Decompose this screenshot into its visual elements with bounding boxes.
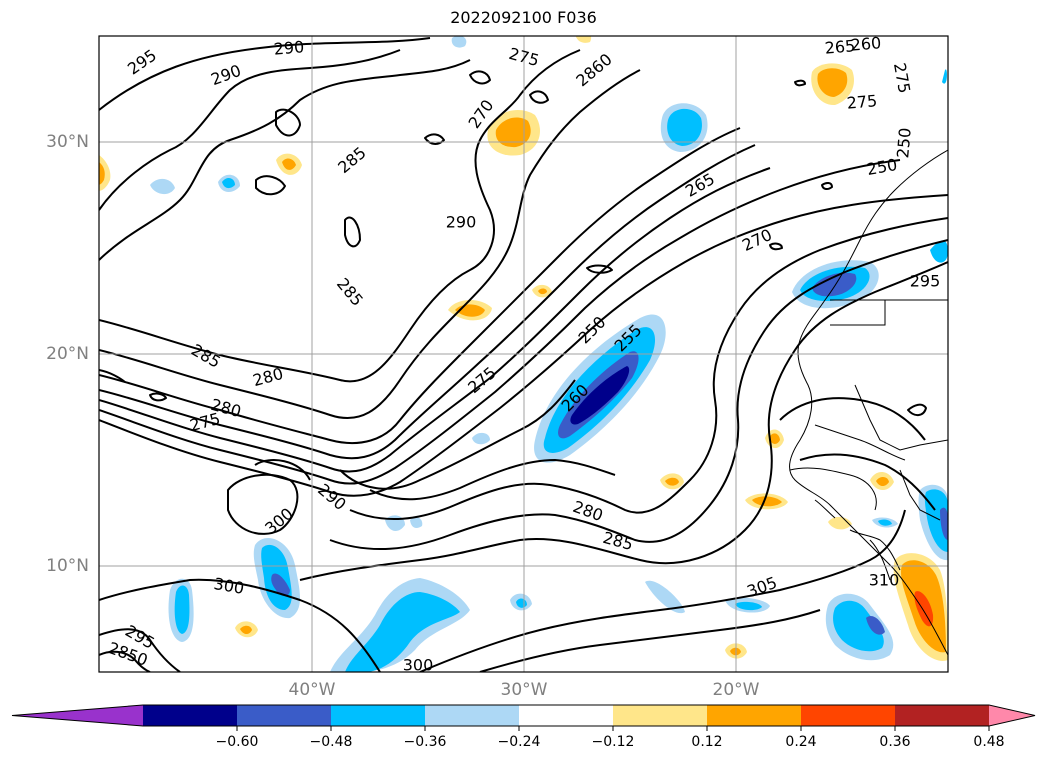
contour-label: 265 [824,36,856,58]
contour-label: 290 [273,37,305,59]
colorbar-segment [613,705,708,726]
contour-label: 290 [446,213,477,232]
contour-label: 275 [846,91,878,113]
contour-labels: 295 290 290 275 265 260 275 270 2860 275… [106,33,941,675]
colorbar-tick-label: −0.60 [216,734,259,750]
isotherm-contours [99,37,948,672]
map-gridlines [99,36,948,672]
lat-label-20n: 20°N [46,344,89,364]
colorbar-segment [895,705,990,726]
colorbar-segment [425,705,520,726]
lon-label-40w: 40°W [289,680,336,700]
latitude-labels: 30°N 20°N 10°N [46,132,89,576]
lat-label-30n: 30°N [46,132,89,152]
colorbar-tick-label: −0.36 [404,734,447,750]
coastlines [789,149,948,656]
colorbar-segment [519,705,614,726]
colorbar-extend-low [12,705,143,726]
contour-label: 250 [893,127,915,159]
contour-label: 310 [869,571,900,590]
colorbar-tick-label: −0.24 [498,734,541,750]
contour-label: 260 [850,33,882,55]
colorbar: −0.60 −0.48 −0.36 −0.24 −0.12 0.12 0.24 0.36 0.4… [11,704,1036,750]
lon-label-20w: 20°W [713,680,760,700]
lat-label-10n: 10°N [46,556,89,576]
colorbar-tick-label: 0.24 [785,734,816,750]
contour-label: 295 [910,272,941,291]
colorbar-tick-label: −0.12 [592,734,635,750]
map-plot-area: 295 290 290 275 265 260 275 270 2860 275… [99,33,948,675]
colorbar-tick-label: 0.12 [691,734,722,750]
contour-label: 300 [403,656,434,675]
colorbar-tick-label: −0.48 [310,734,353,750]
colorbar-outline [11,704,1036,727]
colorbar-segment [801,705,896,726]
colorbar-segment [143,705,238,726]
colorbar-segment [237,705,332,726]
colorbar-segment [331,705,426,726]
longitude-labels: 40°W 30°W 20°W [289,680,760,700]
colorbar-segment [707,705,802,726]
colorbar-tick-label: 0.48 [973,734,1004,750]
lon-label-30w: 30°W [501,680,548,700]
map-title: 2022092100 F036 [450,8,597,27]
colorbar-tick-label: 0.36 [879,734,910,750]
colorbar-extend-high [989,705,1035,726]
map-frame [98,35,949,673]
